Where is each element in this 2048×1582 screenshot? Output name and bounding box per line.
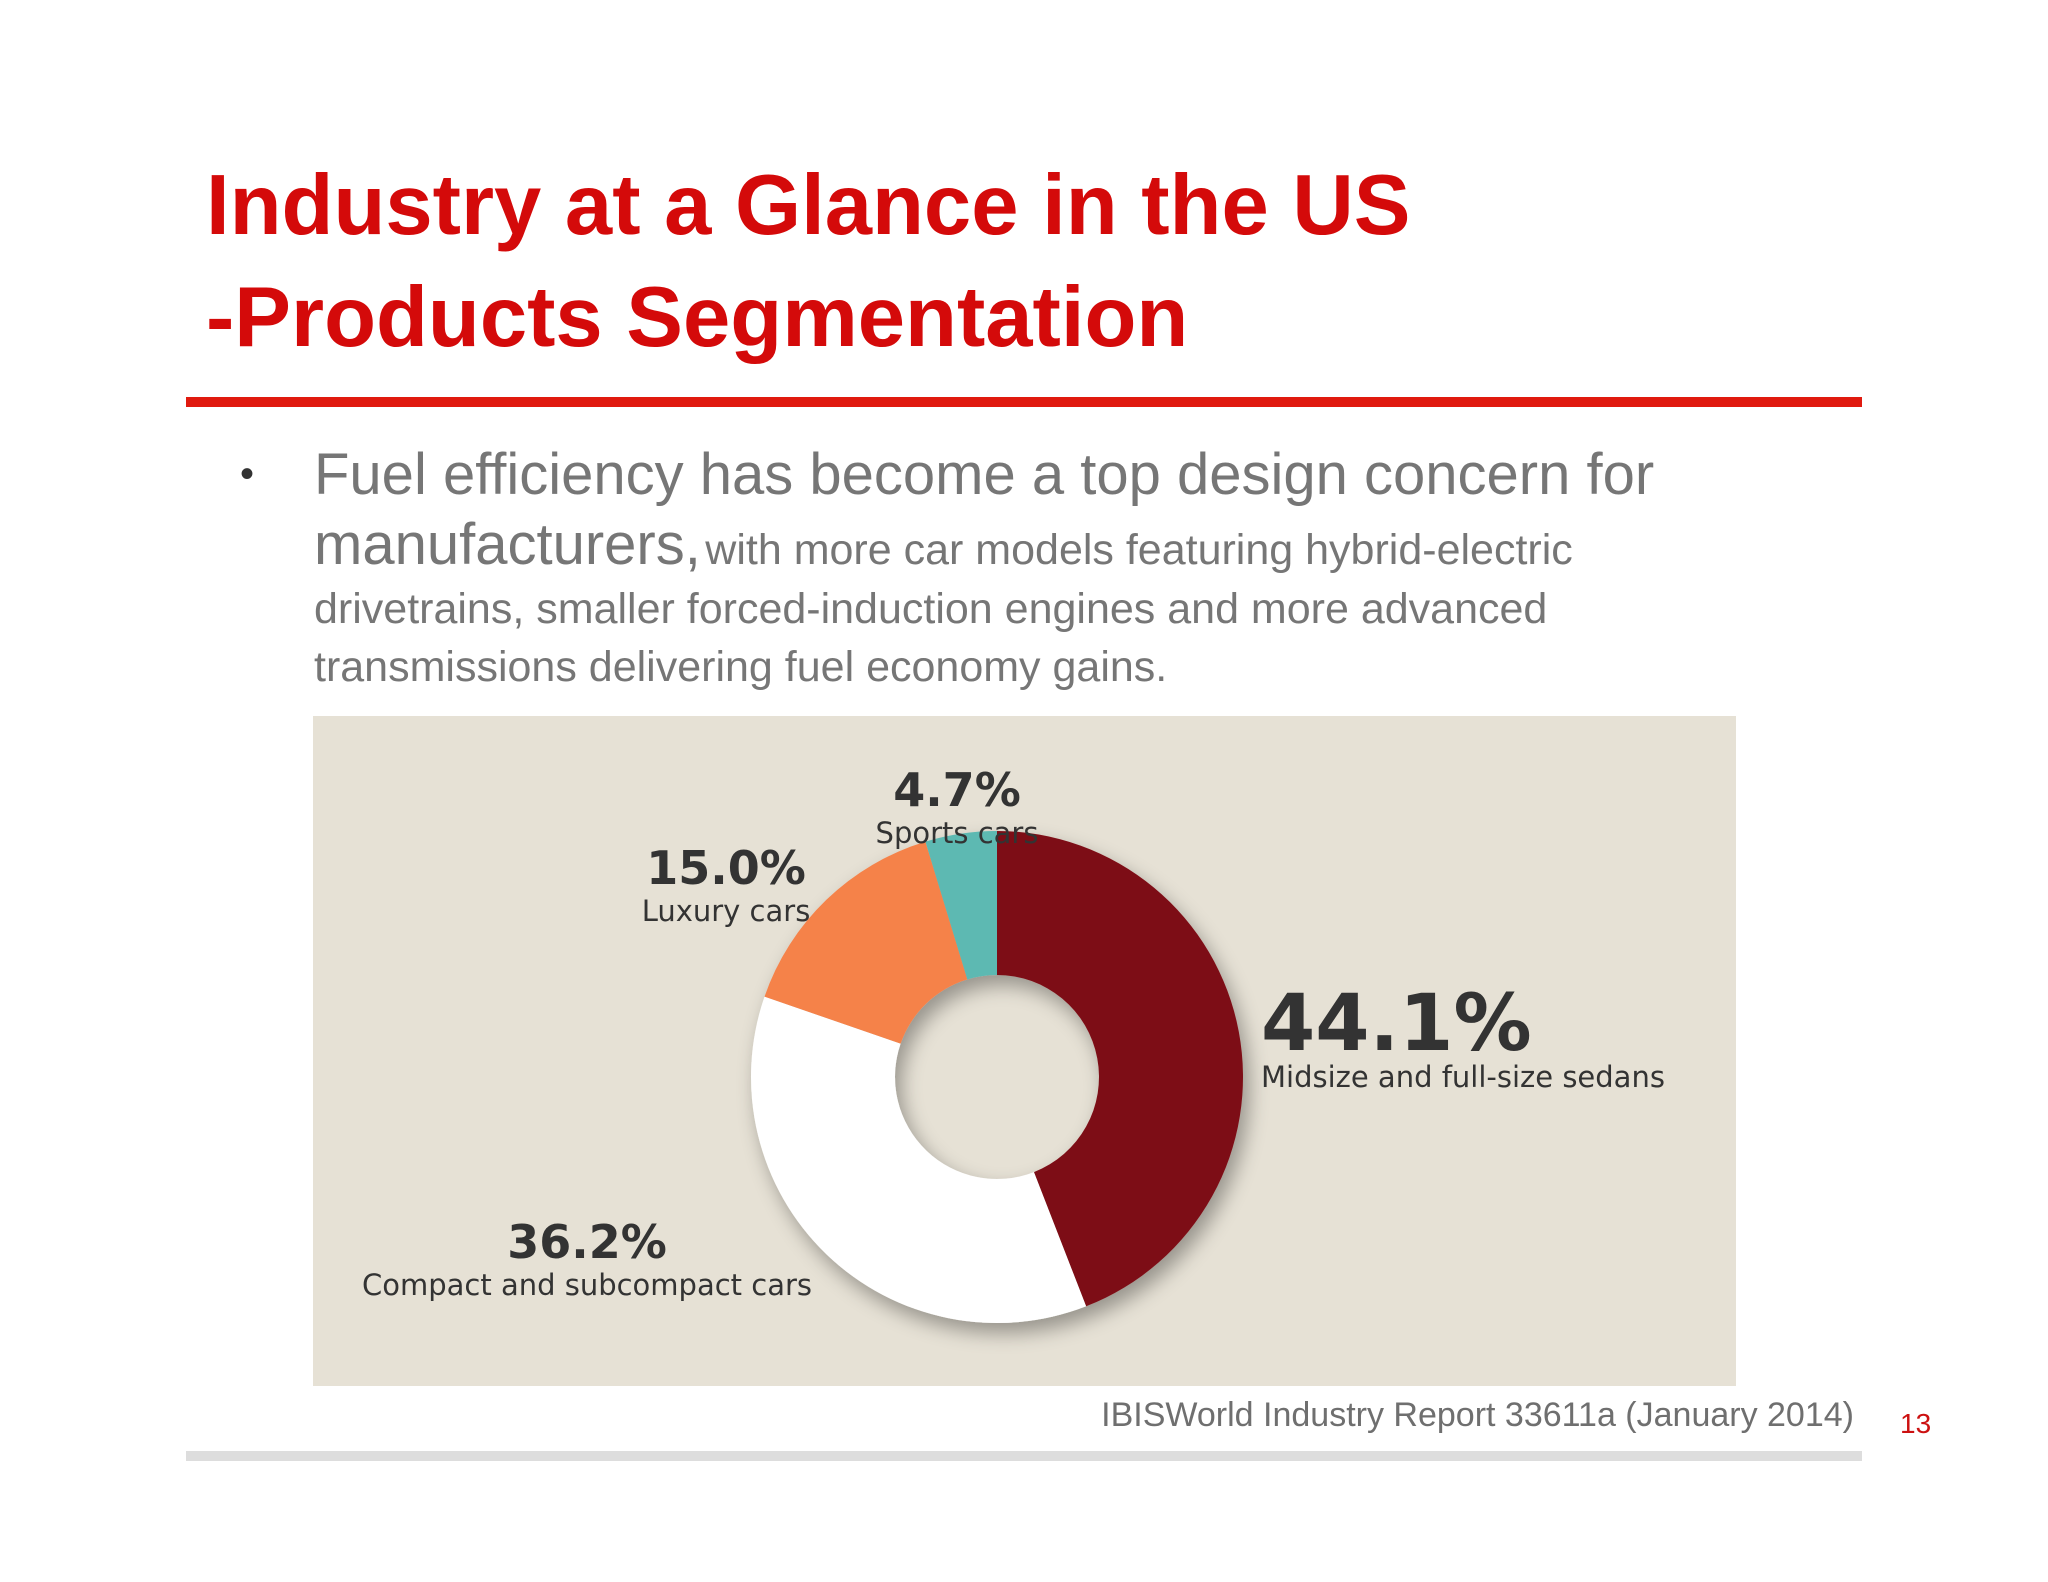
data-label-category: Luxury cars xyxy=(642,894,811,928)
data-label-category: Sports cars xyxy=(876,816,1039,850)
slice-sports-cars xyxy=(925,831,997,980)
bullet-detail-text: with more car models featuring hybrid-el… xyxy=(314,526,1573,691)
donut-labels: 44.1%Midsize and full-size sedans 36.2%Co… xyxy=(362,763,1665,1302)
data-label-category: Midsize and full-size sedans xyxy=(1261,1060,1665,1094)
slice-compact-and-subcompact-cars xyxy=(750,996,1087,1323)
bullet-lead-text: Fuel efficiency has become a top design … xyxy=(314,442,1655,577)
slice-midsize-and-full-size-sedans xyxy=(997,831,1243,1307)
donut-chart: 44.1%Midsize and full-size sedans 36.2%Co… xyxy=(362,763,1665,1323)
title-line-2: -Products Segmentation xyxy=(206,270,1189,365)
bullet-text: Fuel efficiency has become a top design … xyxy=(314,440,1794,696)
page-number: 13 xyxy=(1900,1408,1932,1439)
donut-slices xyxy=(750,831,1243,1323)
title-rule xyxy=(186,397,1862,407)
bottom-rule xyxy=(186,1451,1862,1461)
data-label-value: 44.1% xyxy=(1261,979,1532,1069)
data-label-value: 36.2% xyxy=(507,1215,667,1269)
data-label-value: 15.0% xyxy=(646,841,806,895)
slide-title: Industry at a Glance in the US -Products… xyxy=(206,150,1906,374)
source-citation: IBISWorld Industry Report 33611a (Januar… xyxy=(1101,1396,1854,1434)
title-line-1: Industry at a Glance in the US xyxy=(206,158,1411,253)
data-label-value: 4.7% xyxy=(893,763,1021,817)
data-label-category: Compact and subcompact cars xyxy=(362,1268,812,1302)
donut-chart-panel: 44.1% Midsize and full-size sedans 36.2% Co… xyxy=(313,716,1736,1386)
slice-luxury-cars xyxy=(764,841,968,1044)
bullet-marker: • xyxy=(240,452,255,496)
